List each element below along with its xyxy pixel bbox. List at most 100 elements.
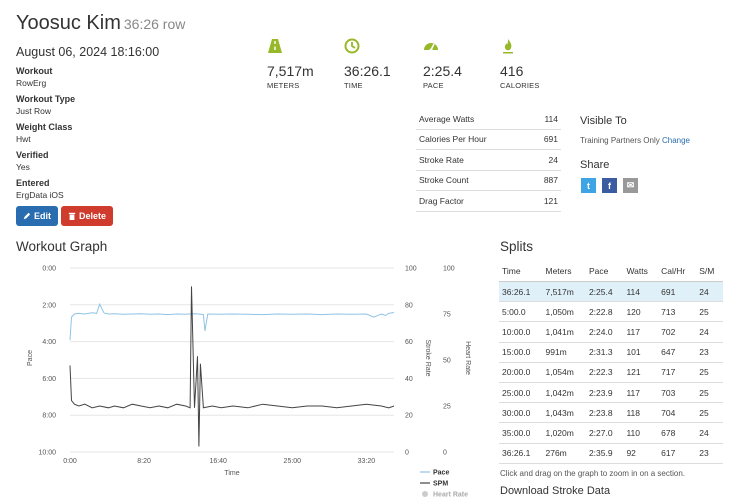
splits-cell: 25 — [696, 301, 723, 323]
stat-label: TIME — [344, 81, 363, 90]
page-title: Yoosuc Kim 36:26 row — [16, 12, 185, 35]
pace-tick-label: 2:00 — [42, 302, 56, 309]
stat-label: CALORIES — [500, 81, 540, 90]
field-value: Hwt — [16, 134, 31, 144]
field-label: Verified — [16, 150, 49, 160]
stat-row-value: 887 — [529, 170, 561, 191]
splits-cell: 23 — [696, 443, 723, 464]
stroke-rate-tick-label: 100 — [405, 266, 417, 273]
spm-series-line — [69, 286, 395, 447]
splits-cell: 36:26.1 — [499, 443, 543, 464]
stat-time: 36:26.1 TIME — [344, 38, 391, 90]
splits-cell: 678 — [658, 422, 697, 444]
trash-icon — [68, 212, 76, 220]
stat-row: Stroke Count 887 — [416, 170, 561, 191]
splits-column-header: Time — [499, 261, 543, 282]
splits-cell: 24 — [696, 321, 723, 343]
delete-label: Delete — [78, 211, 106, 221]
field-label: Workout — [16, 66, 53, 76]
stat-row-value: 114 — [529, 109, 561, 130]
stroke-rate-tick-label: 0 — [405, 450, 409, 457]
stat-row: Calories Per Hour 691 — [416, 129, 561, 150]
pace-tick-label: 0:00 — [42, 266, 56, 273]
field-weight-class: Weight Class Hwt — [16, 122, 72, 144]
stat-calories: 416 CALORIES — [500, 38, 540, 90]
pace-legend-label[interactable]: Pace — [433, 470, 449, 477]
stat-value: 2:25.4 — [423, 63, 462, 79]
field-value: Yes — [16, 162, 30, 172]
heart-rate-legend-label[interactable]: Heart Rate — [433, 492, 468, 499]
twitter-share-button[interactable]: t — [581, 178, 596, 193]
splits-row: 15:00.0 991m 2:31.3 101 647 23 — [499, 342, 723, 363]
chart-legend: Pace SPM Heart Rate — [420, 470, 468, 499]
stat-label: METERS — [267, 81, 300, 90]
stat-row-label: Calories Per Hour — [416, 129, 530, 150]
splits-cell: 114 — [623, 281, 659, 303]
splits-cell: 1,043m — [542, 402, 586, 424]
splits-cell: 2:35.9 — [585, 443, 624, 464]
time-tick-label: 8:20 — [137, 458, 151, 465]
workout-graph[interactable]: 0:00 2:00 4:00 6:00 8:00 10:00 100 80 60 40 20 0 1… — [0, 258, 490, 502]
splits-row: 25:00.0 1,042m 2:23.9 117 703 25 — [499, 382, 723, 404]
pace-tick-label: 6:00 — [42, 376, 56, 383]
stat-row: Drag Factor 121 — [416, 190, 561, 212]
field-label: Workout Type — [16, 94, 76, 104]
zoom-hint: Click and drag on the graph to zoom in o… — [500, 469, 685, 478]
change-visibility-link[interactable]: Change — [661, 136, 690, 145]
stat-row: Stroke Rate 24 — [416, 149, 561, 171]
workout-graph-title: Workout Graph — [16, 239, 108, 254]
splits-cell: 24 — [696, 281, 723, 303]
pace-tick-label: 10:00 — [38, 450, 56, 457]
splits-cell: 2:23.9 — [585, 382, 624, 404]
time-axis-title: Time — [224, 470, 239, 477]
workout-subtitle: 36:26 row — [123, 16, 186, 32]
splits-cell: 1,050m — [542, 301, 586, 323]
time-tick-label: 33:20 — [358, 458, 376, 465]
heart-rate-tick-label: 75 — [443, 312, 451, 319]
delete-button[interactable]: Delete — [61, 206, 113, 226]
splits-cell: 23 — [696, 342, 723, 363]
splits-cell: 20:00.0 — [499, 362, 543, 383]
heart-rate-legend-swatch — [422, 491, 428, 497]
splits-row: 5:00.0 1,050m 2:22.8 120 713 25 — [499, 301, 723, 323]
pace-tick-label: 8:00 — [42, 413, 56, 420]
pace-series-line — [69, 302, 395, 341]
stroke-rate-tick-label: 80 — [405, 302, 413, 309]
splits-cell: 2:22.3 — [585, 362, 624, 383]
splits-cell: 1,054m — [542, 362, 586, 383]
facebook-share-button[interactable]: f — [602, 178, 617, 193]
splits-row: 10:00.0 1,041m 2:24.0 117 702 24 — [499, 321, 723, 343]
splits-cell: 2:22.8 — [585, 301, 624, 323]
clock-icon — [344, 38, 360, 54]
splits-cell: 647 — [658, 342, 697, 363]
splits-cell: 25 — [696, 382, 723, 404]
splits-column-header: Watts — [623, 261, 659, 282]
visible-to-heading: Visible To — [580, 115, 627, 127]
edit-button[interactable]: Edit — [16, 206, 58, 226]
stat-row-value: 691 — [529, 129, 561, 150]
splits-table: Time Meters Pace Watts Cal/Hr S/M 36:26.1 7,51… — [499, 261, 723, 464]
download-stroke-data-link[interactable]: Download Stroke Data — [500, 485, 611, 497]
stroke-rate-tick-label: 20 — [405, 413, 413, 420]
splits-cell: 2:27.0 — [585, 422, 624, 444]
splits-cell: 120 — [623, 301, 659, 323]
facebook-icon: f — [608, 180, 611, 191]
spm-legend-label[interactable]: SPM — [433, 481, 448, 488]
splits-cell: 713 — [658, 301, 697, 323]
twitter-icon: t — [587, 180, 590, 191]
splits-total-row: 36:26.1 7,517m 2:25.4 114 691 24 — [499, 281, 723, 303]
splits-cell: 704 — [658, 402, 697, 424]
heart-rate-tick-label: 100 — [443, 266, 455, 273]
flame-icon — [503, 39, 513, 54]
field-value: ErgData iOS — [16, 190, 64, 200]
athlete-name: Yoosuc Kim — [16, 12, 121, 34]
splits-cell: 1,041m — [542, 321, 586, 343]
splits-cell: 10:00.0 — [499, 321, 543, 343]
email-share-button[interactable]: ✉ — [623, 178, 638, 193]
visibility-text: Training Partners Only — [580, 136, 660, 145]
visibility-value: Training Partners Only Change — [580, 136, 690, 145]
stats-table: Average Watts 114 Calories Per Hour 691 St… — [416, 109, 561, 212]
splits-cell: 92 — [623, 443, 659, 464]
splits-cell: 702 — [658, 321, 697, 343]
splits-row: 36:26.1 276m 2:35.9 92 617 23 — [499, 443, 723, 464]
